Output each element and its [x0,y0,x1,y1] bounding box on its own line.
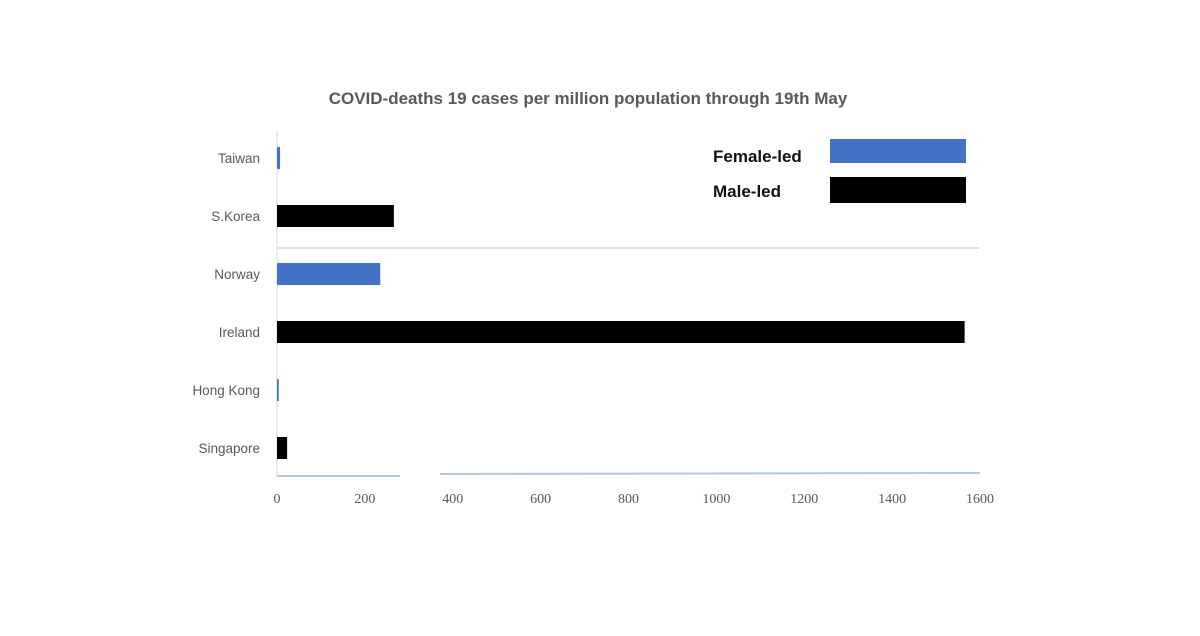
legend-swatch-female-led [830,139,966,163]
category-label: Norway [214,267,260,282]
x-tick-label: 0 [274,492,281,507]
x-tick-label: 200 [354,492,375,507]
x-axis-line-right [439,472,981,475]
x-tick-label: 1600 [966,492,994,507]
bar-hong-kong [277,379,279,401]
bar-norway [277,263,381,285]
x-tick-label: 1400 [878,492,906,507]
legend: Female-led Male-led [713,139,966,203]
category-label: Singapore [198,441,260,456]
bar-ireland [277,321,965,343]
legend-label-female-led: Female-led [713,147,802,166]
bar-singapore [277,437,288,459]
category-label: Taiwan [218,151,260,166]
category-label: Hong Kong [192,383,260,398]
chart-title: COVID-deaths 19 cases per million popula… [329,89,848,108]
category-label: Ireland [219,325,260,340]
category-label: S.Korea [211,209,260,224]
bar-taiwan [277,147,281,169]
legend-label-male-led: Male-led [713,182,781,201]
x-tick-label: 600 [530,492,551,507]
x-tick-label: 400 [442,492,463,507]
x-tick-label: 800 [618,492,639,507]
x-tick-label: 1000 [702,492,730,507]
legend-swatch-male-led [830,177,966,203]
x-tick-label: 1200 [790,492,818,507]
bar-s-korea [277,205,394,227]
